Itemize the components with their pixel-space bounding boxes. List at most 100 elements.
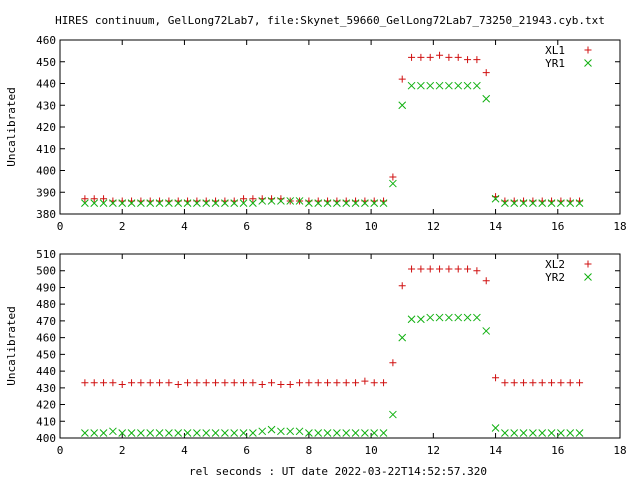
data-point — [333, 379, 341, 387]
data-point — [407, 81, 416, 90]
data-point — [305, 429, 313, 437]
plot-frame — [59, 253, 621, 439]
y-tick-label: 410 — [36, 415, 56, 428]
data-point — [529, 199, 537, 207]
data-point — [501, 429, 509, 437]
data-point — [575, 429, 584, 437]
data-point — [426, 265, 434, 273]
data-point — [295, 427, 304, 436]
y-axis-label: Uncalibrated — [5, 306, 18, 385]
data-point — [464, 56, 472, 64]
data-point — [305, 199, 313, 207]
data-point — [352, 379, 360, 387]
data-point — [566, 429, 575, 437]
series-YR2 — [81, 313, 584, 437]
data-point — [379, 199, 388, 207]
data-point — [239, 199, 248, 207]
data-point — [547, 199, 556, 207]
data-point — [351, 199, 360, 207]
data-point — [128, 379, 136, 387]
data-point — [389, 359, 397, 367]
data-point — [417, 53, 425, 61]
data-point — [193, 429, 201, 437]
legend-label: YR2 — [545, 271, 565, 284]
panel-1: 0 2 4 6 8 10 12 14 16 18 380 390 400 410 420 430 440 450 4… — [5, 34, 627, 233]
x-tick-label: 0 — [57, 444, 64, 457]
data-point — [99, 199, 108, 207]
data-point — [296, 379, 304, 387]
x-tick-label: 6 — [243, 444, 250, 457]
x-tick-label: 2 — [119, 444, 126, 457]
y-tick-label: 450 — [36, 56, 56, 69]
data-point — [538, 379, 546, 387]
data-point — [249, 199, 257, 207]
legend-marker — [584, 273, 592, 281]
data-point — [277, 197, 285, 205]
data-point — [165, 429, 173, 437]
data-point — [109, 379, 117, 387]
y-tick-label: 480 — [36, 298, 56, 311]
data-point — [99, 429, 108, 437]
y-tick-label: 470 — [36, 315, 56, 328]
data-point — [464, 265, 472, 273]
data-point — [155, 199, 164, 207]
data-point — [146, 429, 155, 437]
chart-panels: 0 2 4 6 8 10 12 14 16 183803904004104204304404504… — [5, 34, 627, 457]
data-point — [137, 379, 145, 387]
data-point — [361, 429, 369, 437]
x-tick-label: 14 — [489, 220, 503, 233]
data-point — [566, 199, 575, 207]
data-point — [351, 429, 360, 437]
data-point — [81, 429, 89, 437]
data-point — [454, 53, 462, 61]
data-point — [342, 199, 351, 207]
data-point — [109, 427, 117, 436]
data-point — [127, 199, 136, 207]
data-point — [473, 267, 481, 275]
data-point — [342, 379, 350, 387]
x-tick-label: 10 — [364, 220, 377, 233]
data-point — [295, 197, 304, 205]
x-tick-label: 16 — [551, 444, 564, 457]
data-point — [230, 199, 239, 207]
y-tick-label: 440 — [36, 365, 56, 378]
y-tick-label: 430 — [36, 382, 56, 395]
data-point — [342, 429, 351, 437]
data-point — [361, 377, 369, 385]
y-tick-label: 490 — [36, 281, 56, 294]
data-point — [519, 199, 528, 207]
x-tick-label: 6 — [243, 220, 250, 233]
data-point — [258, 197, 267, 205]
series-XL2 — [81, 265, 584, 388]
series-XL1 — [81, 51, 584, 205]
data-point — [286, 427, 295, 436]
data-point — [90, 379, 98, 387]
data-point — [417, 265, 425, 273]
x-tick-label: 8 — [306, 220, 313, 233]
data-point — [267, 197, 276, 205]
data-point — [557, 199, 565, 207]
data-point — [146, 199, 155, 207]
data-point — [510, 379, 518, 387]
y-tick-label: 410 — [36, 143, 56, 156]
data-point — [463, 313, 472, 322]
data-point — [529, 379, 537, 387]
data-point — [454, 81, 463, 90]
data-point — [370, 379, 378, 387]
data-point — [323, 429, 332, 437]
data-point — [333, 199, 341, 207]
data-point — [380, 379, 388, 387]
data-point — [445, 53, 453, 61]
data-point — [501, 199, 509, 207]
data-point — [557, 429, 565, 437]
y-tick-label: 430 — [36, 99, 56, 112]
y-tick-label: 440 — [36, 78, 56, 91]
data-point — [324, 379, 332, 387]
data-point — [547, 429, 556, 437]
data-point — [417, 81, 425, 90]
data-point — [491, 194, 500, 203]
data-point — [473, 56, 481, 64]
data-point — [212, 379, 220, 387]
data-point — [436, 51, 444, 59]
y-tick-label: 400 — [36, 432, 56, 445]
